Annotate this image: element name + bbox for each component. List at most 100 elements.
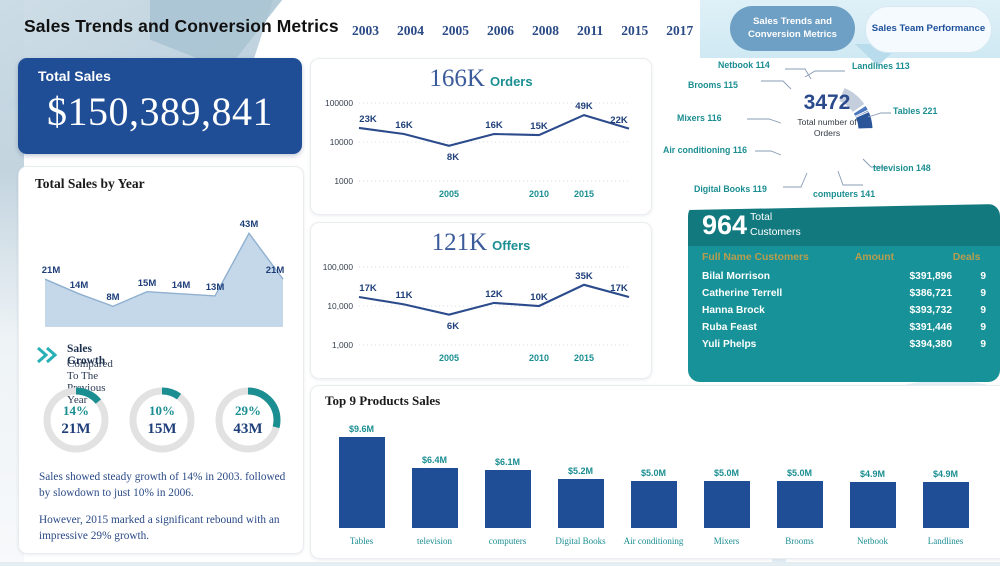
line-point-label: 17K xyxy=(359,283,377,294)
customer-deals: 9 xyxy=(980,339,986,350)
donut-slice[interactable] xyxy=(837,86,866,114)
bar-rect[interactable] xyxy=(411,467,458,528)
sales-growth-subtitle: Compared To The Previous Year xyxy=(67,358,113,406)
donut-slice-label: Netbook 114 xyxy=(718,60,770,70)
customers-label-line2: Customers xyxy=(750,226,801,238)
bar-rect[interactable] xyxy=(338,437,385,528)
bar-value-label: $6.4M xyxy=(421,454,447,465)
donut-slice-label: Tables 221 xyxy=(893,106,938,116)
gauge-amount: 15M xyxy=(147,421,177,437)
donut-slice-label: Digital Books 119 xyxy=(694,184,767,194)
area-chart-svg xyxy=(44,232,284,327)
table-row[interactable]: Yuli Phelps $394,380 9 xyxy=(688,336,1000,353)
tab-bar[interactable]: Sales Trends and Conversion Metrics Sale… xyxy=(730,6,992,53)
year-filter-item[interactable]: 2015 xyxy=(621,23,649,38)
bar-rect[interactable] xyxy=(630,480,677,528)
customer-amount: $391,896 xyxy=(909,271,953,282)
donut-slice-label: computers 141 xyxy=(813,189,876,199)
year-filter-item[interactable]: 2017 xyxy=(666,23,694,38)
donut-center-label-line1: Total number of xyxy=(797,117,857,127)
area-point-label: 8M xyxy=(106,292,120,304)
bar-value-label: $4.9M xyxy=(859,468,885,479)
decor-bottom-line xyxy=(0,562,1000,566)
gauge-percent: 29% xyxy=(235,403,261,418)
donut-slice-label: television 148 xyxy=(873,163,931,173)
bar-column[interactable]: $5.0M Air conditioning xyxy=(617,418,690,546)
table-row[interactable]: Bilal Morrison $391,896 9 xyxy=(688,268,1000,285)
bar-rect[interactable] xyxy=(922,481,969,528)
orders-donut-chart: 3472 Total number of Orders Landlines 11… xyxy=(655,55,1000,205)
bar-rect[interactable] xyxy=(776,480,823,528)
line-point-label: 49K xyxy=(575,101,593,113)
year-filter-item[interactable]: 2003 xyxy=(352,23,379,38)
offers-kpi-label: Offers xyxy=(492,238,531,253)
tab-sales-trends[interactable]: Sales Trends and Conversion Metrics xyxy=(730,6,855,51)
y-axis-tick-label: 100000 xyxy=(325,98,353,108)
year-filter-item[interactable]: 2004 xyxy=(397,23,424,38)
page-title: Sales Trends and Conversion Metrics xyxy=(24,16,339,36)
x-axis-tick-label: 2015 xyxy=(573,353,595,363)
total-sales-label: Total Sales xyxy=(38,68,111,84)
bar-column[interactable]: $5.2M Digital Books xyxy=(544,418,617,546)
line-point-label: 11K xyxy=(395,290,413,302)
sales-narrative: Sales showed steady growth of 14% in 200… xyxy=(39,469,289,555)
customers-table-body: Full Name Customers Amount Deals Bilal M… xyxy=(688,246,1000,382)
bar-value-label: $5.2M xyxy=(567,465,593,476)
bar-column[interactable]: $6.1M computers xyxy=(471,418,544,546)
year-filter-item[interactable]: 2005 xyxy=(442,23,469,38)
customer-deals: 9 xyxy=(980,288,986,299)
bar-column[interactable]: $9.6M Tables xyxy=(325,418,398,546)
bar-rect[interactable] xyxy=(484,470,531,528)
bar-column[interactable]: $4.9M Landlines xyxy=(909,418,982,546)
bar-category-label: Tables xyxy=(349,536,374,546)
donut-slice-label: Mixers 116 xyxy=(677,113,722,123)
bar-category-label: Digital Books xyxy=(555,536,606,546)
year-filter-item[interactable]: 2011 xyxy=(577,23,604,38)
donut-leader-line xyxy=(837,170,863,186)
bar-value-label: $6.1M xyxy=(494,457,520,468)
bar-rect[interactable] xyxy=(849,481,896,528)
customer-amount: $386,721 xyxy=(909,288,953,299)
bar-rect[interactable] xyxy=(703,480,750,528)
bar-column[interactable]: $5.0M Brooms xyxy=(763,418,836,546)
growth-gauge: 29% 43M xyxy=(211,383,285,457)
bar-rect[interactable] xyxy=(557,478,604,528)
column-header-deals: Deals xyxy=(952,251,981,263)
top-products-title: Top 9 Products Sales xyxy=(325,393,441,408)
customer-deals: 9 xyxy=(980,305,986,316)
bar-column[interactable]: $6.4M television xyxy=(398,418,471,546)
bar-category-label: Air conditioning xyxy=(623,536,684,546)
tab-sales-team-performance[interactable]: Sales Team Performance xyxy=(865,6,992,53)
x-axis-tick-label: 2010 xyxy=(528,189,550,199)
year-filter[interactable]: 2003 2004 2005 2006 2008 2011 2015 2017 xyxy=(352,23,693,39)
bar-column[interactable]: $4.9M Netbook xyxy=(836,418,909,546)
customers-header xyxy=(688,204,1000,248)
bar-category-label: television xyxy=(417,536,452,546)
donut-leader-line xyxy=(761,80,792,90)
gauge-amount: 43M xyxy=(233,421,263,437)
donut-leader-line xyxy=(862,158,887,168)
table-row[interactable]: Catherine Terrell $386,721 9 xyxy=(688,285,1000,302)
customer-name: Hanna Brock xyxy=(702,305,765,316)
gauge-ring-icon xyxy=(43,387,109,453)
area-point-label: 43M xyxy=(239,219,259,231)
bar-category-label: Netbook xyxy=(857,536,888,546)
customer-deals: 9 xyxy=(980,271,986,282)
year-filter-item[interactable]: 2008 xyxy=(532,23,559,38)
bar-column[interactable]: $5.0M Mixers xyxy=(690,418,763,546)
line-point-label: 23K xyxy=(359,113,377,125)
year-filter-item[interactable]: 2006 xyxy=(487,23,514,38)
area-point-label: 21M xyxy=(41,265,61,277)
donut-center-label: Total number of Orders xyxy=(747,117,907,138)
sales-by-year-title: Total Sales by Year xyxy=(35,176,145,191)
donut-leader-line xyxy=(755,150,782,156)
orders-chart-svg xyxy=(358,102,630,182)
bar-category-label: computers xyxy=(488,536,527,546)
growth-gauge: 10% 15M xyxy=(125,383,199,457)
table-row[interactable]: Hanna Brock $393,732 9 xyxy=(688,302,1000,319)
table-row[interactable]: Ruba Feast $391,446 9 xyxy=(688,319,1000,336)
customer-name: Bilal Morrison xyxy=(702,271,770,282)
bar-category-label: Brooms xyxy=(785,536,814,546)
line-point-label: 35K xyxy=(575,270,593,282)
customer-name: Yuli Phelps xyxy=(702,339,757,350)
